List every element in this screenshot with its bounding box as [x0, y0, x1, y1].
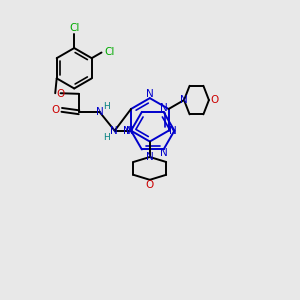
Text: N: N	[123, 126, 131, 136]
Text: N: N	[160, 148, 167, 158]
Text: N: N	[126, 126, 134, 136]
Text: N: N	[146, 152, 154, 162]
Text: N: N	[110, 126, 118, 136]
Text: N: N	[96, 107, 104, 117]
Text: O: O	[56, 89, 65, 99]
Text: O: O	[52, 105, 60, 115]
Text: O: O	[146, 180, 154, 190]
Text: O: O	[211, 95, 219, 105]
Text: N: N	[146, 89, 154, 99]
Text: H: H	[103, 102, 110, 111]
Text: H: H	[103, 133, 110, 142]
Text: N: N	[180, 95, 188, 105]
Text: N: N	[160, 103, 167, 113]
Text: Cl: Cl	[69, 23, 80, 33]
Text: N: N	[169, 126, 177, 136]
Text: Cl: Cl	[105, 47, 115, 57]
